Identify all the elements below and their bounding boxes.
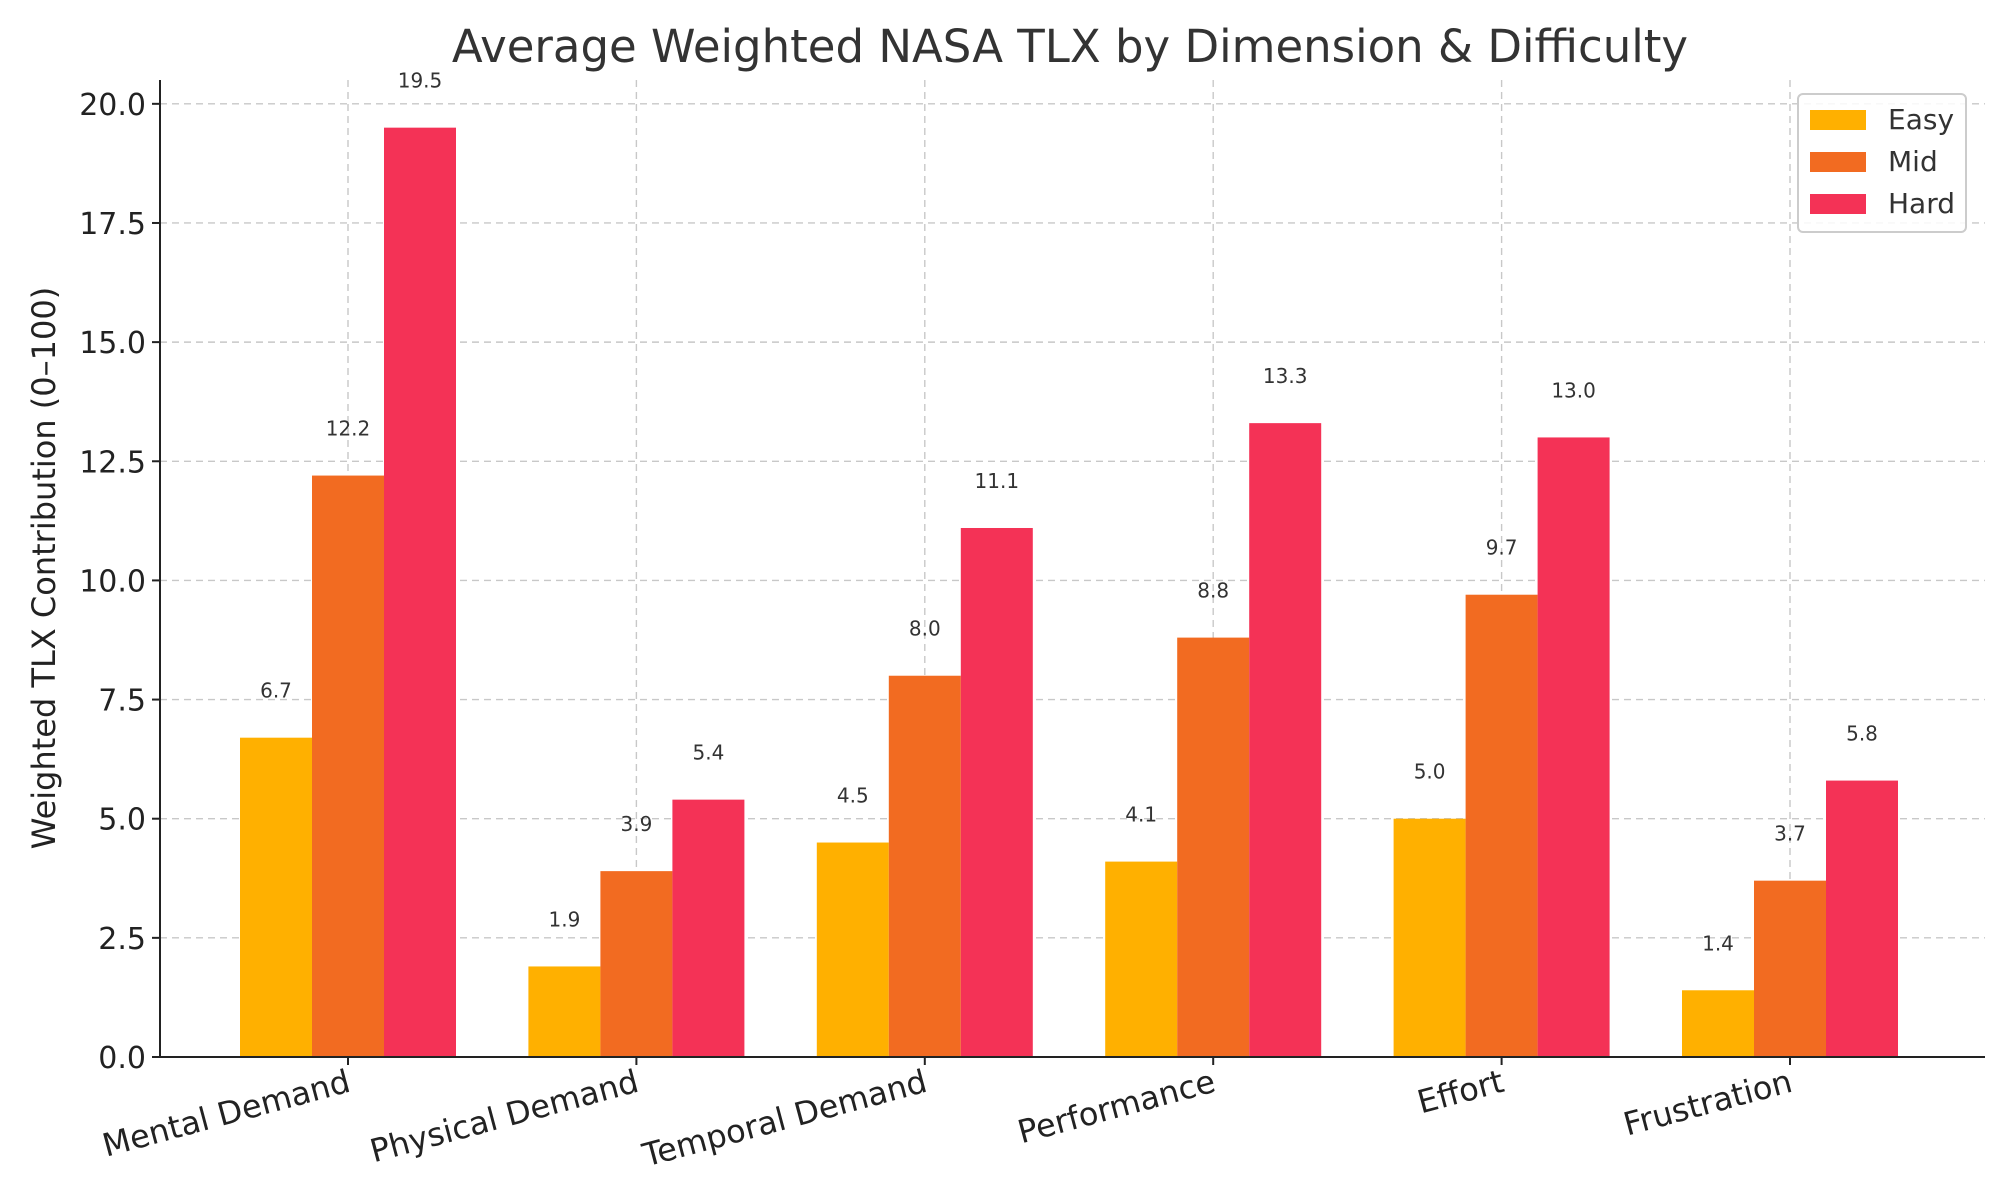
- data-label: 8.8: [1197, 579, 1229, 603]
- data-label: 13.3: [1263, 364, 1308, 388]
- data-label: 6.7: [260, 679, 292, 703]
- y-tick-label: 7.5: [98, 684, 146, 719]
- bar-mid-2: [888, 675, 961, 1057]
- data-label: 11.1: [975, 469, 1020, 493]
- legend-swatch-easy: [1810, 110, 1866, 130]
- y-tick-label: 12.5: [79, 445, 146, 480]
- bar-hard-5: [1826, 780, 1898, 1057]
- bar-easy-5: [1682, 990, 1754, 1057]
- bar-easy-3: [1105, 861, 1178, 1057]
- axes: [159, 80, 1985, 1058]
- data-label: 8.0: [909, 617, 941, 641]
- bar-hard-3: [1249, 423, 1322, 1057]
- bar-mid-1: [600, 871, 673, 1057]
- x-tick-label: Physical Demand: [366, 1062, 642, 1170]
- y-tick-label: 2.5: [98, 922, 146, 957]
- y-tick-label: 0.0: [98, 1041, 146, 1076]
- y-tick-label: 17.5: [79, 207, 146, 242]
- data-label: 9.7: [1486, 536, 1518, 560]
- legend-swatch-mid: [1810, 152, 1866, 172]
- data-label: 5.0: [1414, 760, 1446, 784]
- bar-hard-1: [672, 799, 745, 1057]
- data-label: 13.0: [1551, 378, 1596, 402]
- bar-easy-1: [528, 966, 601, 1057]
- x-tick-label: Effort: [1413, 1062, 1507, 1121]
- bar-mid-0: [312, 475, 384, 1057]
- legend-swatch-hard: [1810, 194, 1866, 214]
- bar-mid-5: [1754, 880, 1826, 1057]
- bar-easy-0: [240, 737, 312, 1057]
- data-label: 4.5: [837, 784, 869, 808]
- x-tick-label: Temporal Demand: [638, 1062, 931, 1175]
- y-tick-label: 15.0: [79, 326, 146, 361]
- y-tick-label: 20.0: [79, 88, 146, 123]
- bar-hard-4: [1537, 437, 1610, 1057]
- data-label: 4.1: [1125, 803, 1157, 827]
- bar-easy-2: [816, 842, 889, 1057]
- legend-label-easy: Easy: [1888, 103, 1954, 136]
- data-label: 3.7: [1774, 822, 1806, 846]
- y-tick-label: 10.0: [79, 564, 146, 599]
- chart-title: Average Weighted NASA TLX by Dimension &…: [452, 20, 1688, 73]
- legend: Easy Mid Hard: [1797, 93, 1967, 233]
- data-labels: 6.7 1.9 4.5 4.1 5.0 1.4 12.2 3.9 8.0 8.8 9.7 3.7 19.…: [260, 69, 1878, 956]
- legend-label-mid: Mid: [1888, 145, 1938, 178]
- data-label: 12.2: [326, 417, 371, 441]
- bar-hard-2: [960, 527, 1033, 1057]
- x-tick-label: Performance: [1014, 1062, 1220, 1151]
- bar-hard-0: [384, 127, 456, 1057]
- x-tick-label: Frustration: [1619, 1062, 1796, 1143]
- bars: [240, 127, 1898, 1057]
- x-tick-label: Mental Demand: [98, 1062, 354, 1165]
- y-axis-label: Weighted TLX Contribution (0–100): [25, 287, 63, 849]
- legend-label-hard: Hard: [1888, 187, 1955, 220]
- data-label: 1.9: [548, 907, 580, 931]
- bar-easy-4: [1393, 818, 1466, 1057]
- bar-mid-3: [1177, 637, 1250, 1057]
- data-label: 19.5: [398, 69, 443, 93]
- data-label: 1.4: [1702, 931, 1734, 955]
- data-label: 3.9: [620, 812, 652, 836]
- bar-mid-4: [1465, 594, 1538, 1057]
- data-label: 5.8: [1846, 722, 1878, 746]
- grid-lines: [160, 80, 1985, 1057]
- y-tick-label: 5.0: [98, 803, 146, 838]
- data-label: 5.4: [692, 741, 724, 765]
